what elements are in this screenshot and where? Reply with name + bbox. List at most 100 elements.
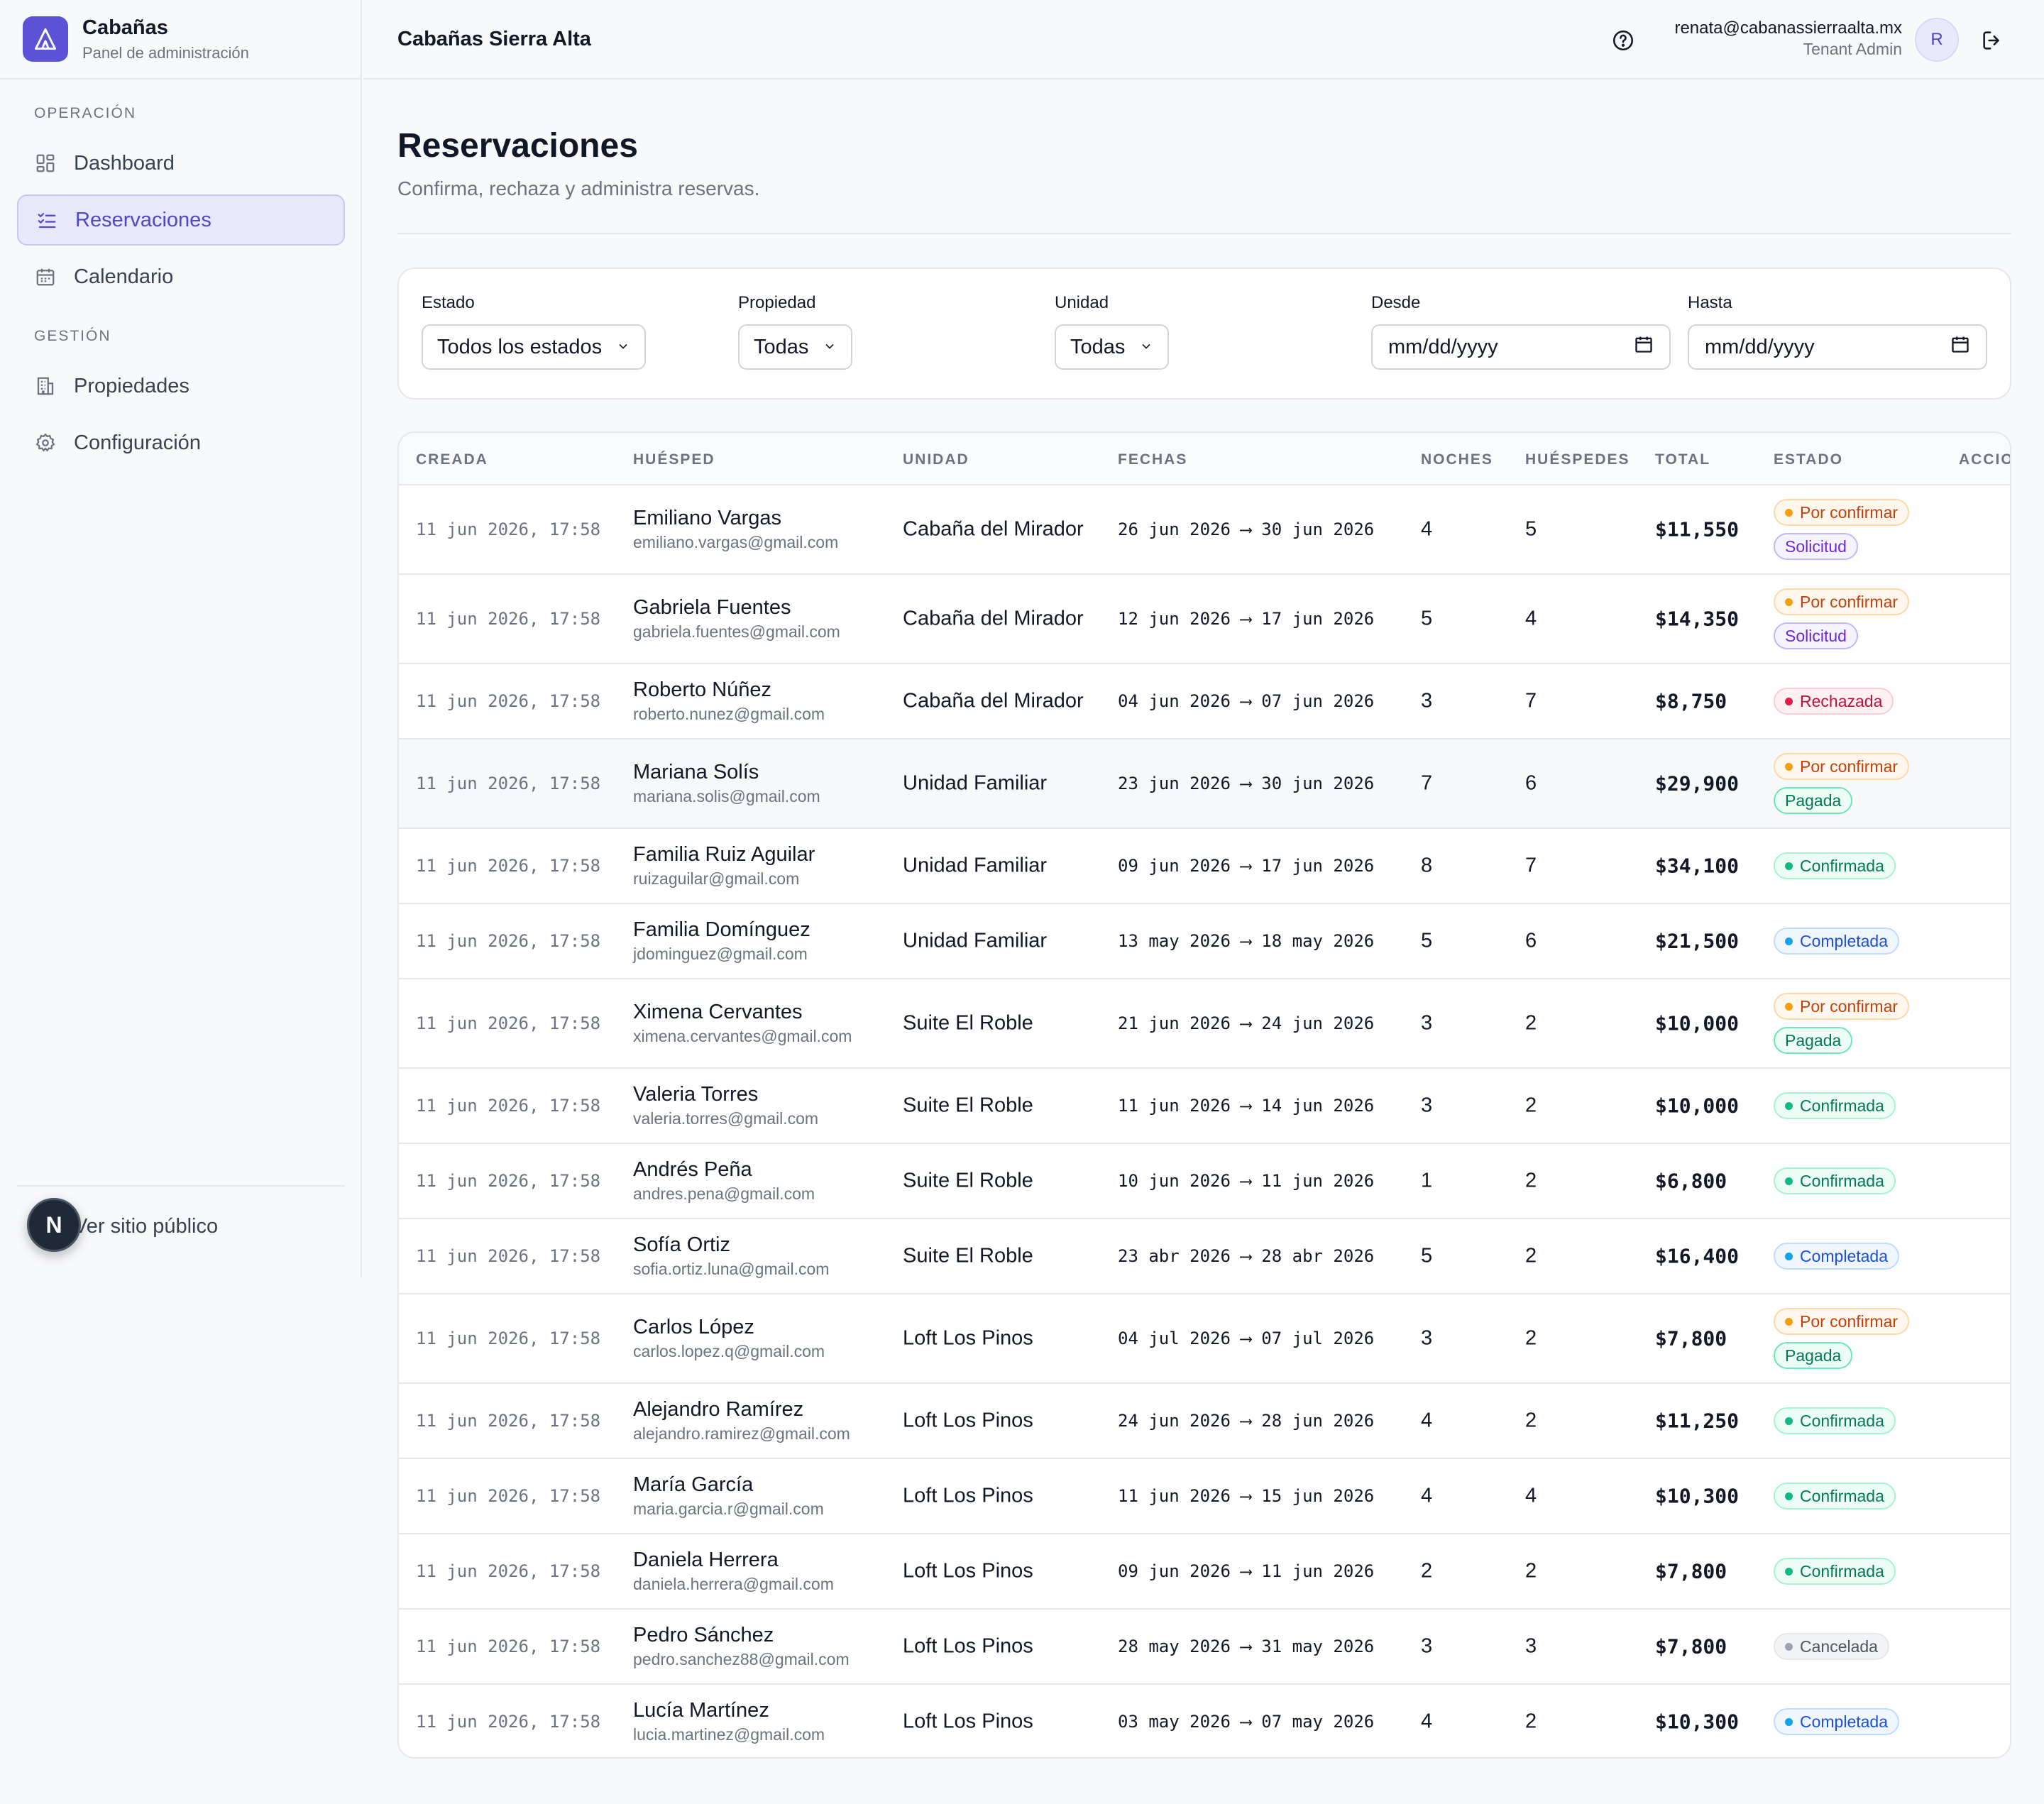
nights-count: 5 (1421, 929, 1433, 952)
table-row[interactable]: 11 jun 2026, 17:58 Sofía Ortiz sofia.ortiz… (399, 1219, 2010, 1294)
table-row[interactable]: 11 jun 2026, 17:58 Emiliano Vargas emilian… (399, 485, 2010, 575)
guests-count: 2 (1525, 1710, 1537, 1733)
unidad-select[interactable]: Todas (1055, 324, 1170, 370)
guest-cell: Pedro Sánchez pedro.sanchez88@gmail.com (633, 1624, 850, 1669)
column-header[interactable]: TOTAL (1655, 451, 1711, 468)
guest-email: mariana.solis@gmail.com (633, 787, 820, 805)
column-header[interactable]: ESTADO (1774, 451, 1843, 468)
status-cell: Completada (1774, 1243, 1900, 1270)
table-header: CREADA HUÉSPED UNIDAD FECHAS NOCHES HUÉS… (399, 433, 2010, 485)
status-badge-label: Confirmada (1800, 1171, 1884, 1190)
nights-count: 5 (1421, 607, 1433, 630)
total-amount: $7,800 (1655, 1326, 1727, 1351)
dev-tools-badge[interactable]: N (27, 1198, 81, 1252)
created-at: 11 jun 2026, 17:58 (416, 1712, 601, 1732)
table-row[interactable]: 11 jun 2026, 17:58 Gabriela Fuentes gabrie… (399, 575, 2010, 664)
created-at: 11 jun 2026, 17:58 (416, 1096, 601, 1116)
page-title: Reservaciones (397, 127, 638, 165)
status-badge: Confirmada (1774, 1483, 1896, 1509)
status-dot-icon (1785, 1717, 1793, 1726)
status-cell: Confirmada (1774, 1167, 1896, 1194)
filter-label: Unidad (1055, 293, 1109, 312)
guest-cell: María García maria.garcia.r@gmail.com (633, 1473, 824, 1519)
guest-cell: Valeria Torres valeria.torres@gmail.com (633, 1083, 818, 1128)
table-row[interactable]: 11 jun 2026, 17:58 Roberto Núñez roberto.n… (399, 664, 2010, 739)
column-header[interactable]: CREADA (416, 451, 488, 468)
nights-count: 3 (1421, 1011, 1433, 1035)
title-divider (397, 233, 2011, 234)
column-header[interactable]: NOCHES (1421, 451, 1493, 468)
column-header[interactable]: HUÉSPED (633, 451, 715, 468)
brand[interactable]: Cabañas Panel de administración (0, 0, 361, 79)
guests-count: 2 (1525, 1409, 1537, 1432)
hasta-date-input[interactable]: mm/dd/yyyy (1688, 324, 1987, 370)
created-at: 11 jun 2026, 17:58 (416, 1171, 601, 1191)
status-badge-label: Pagada (1785, 1030, 1842, 1050)
column-header[interactable]: HUÉSPEDES (1525, 451, 1630, 468)
table-row[interactable]: 11 jun 2026, 17:58 Mariana Solís mariana.s… (399, 739, 2010, 829)
unit-name: Unidad Familiar (903, 771, 1048, 795)
estado-select[interactable]: Todos los estados (422, 324, 647, 370)
stay-dates: 23 jun 2026 ⟶ 30 jun 2026 (1118, 774, 1375, 793)
propiedad-select[interactable]: Todas (738, 324, 853, 370)
created-at: 11 jun 2026, 17:58 (416, 609, 601, 629)
sidebar-item-dashboard[interactable]: Dashboard (17, 138, 345, 189)
status-dot-icon (1785, 1101, 1793, 1110)
table-row[interactable]: 11 jun 2026, 17:58 Pedro Sánchez pedro.san… (399, 1610, 2010, 1685)
date-placeholder: mm/dd/yyyy (1705, 335, 1815, 358)
stay-dates: 12 jun 2026 ⟶ 17 jun 2026 (1118, 609, 1375, 629)
table-row[interactable]: 11 jun 2026, 17:58 Lucía Martínez lucia.ma… (399, 1685, 2010, 1757)
status-badge: Pagada (1774, 1027, 1853, 1054)
table-row[interactable]: 11 jun 2026, 17:58 Alejandro Ramírez aleja… (399, 1384, 2010, 1459)
stay-dates: 24 jun 2026 ⟶ 28 jun 2026 (1118, 1411, 1375, 1431)
calendar-icon[interactable] (1950, 334, 1970, 360)
total-amount: $10,000 (1655, 1011, 1740, 1035)
stay-dates: 09 jun 2026 ⟶ 17 jun 2026 (1118, 856, 1375, 876)
stay-dates: 04 jun 2026 ⟶ 07 jun 2026 (1118, 691, 1375, 711)
table-row[interactable]: 11 jun 2026, 17:58 Ximena Cervantes ximena… (399, 979, 2010, 1069)
total-amount: $6,800 (1655, 1169, 1727, 1193)
stay-dates: 03 may 2026 ⟶ 07 may 2026 (1118, 1712, 1375, 1732)
table-row[interactable]: 11 jun 2026, 17:58 Andrés Peña andres.pena… (399, 1144, 2010, 1219)
column-header[interactable]: UNIDAD (903, 451, 969, 468)
table-row[interactable]: 11 jun 2026, 17:58 Daniela Herrera daniela… (399, 1534, 2010, 1610)
public-site-link[interactable]: Ver sitio público (74, 1215, 219, 1238)
sidebar-item-calendario[interactable]: Calendario (17, 251, 345, 302)
brand-title: Cabañas (82, 16, 168, 39)
guests-count: 7 (1525, 854, 1537, 877)
status-badge-label: Confirmada (1800, 1411, 1884, 1430)
status-badge-label: Solicitud (1785, 626, 1847, 645)
created-at: 11 jun 2026, 17:58 (416, 691, 601, 711)
help-icon[interactable] (1611, 28, 1635, 56)
status-badge: Por confirmar (1774, 588, 1910, 615)
column-header[interactable]: FECHAS (1118, 451, 1188, 468)
avatar[interactable]: R (1915, 18, 1959, 62)
nav-section-gestion: GESTIÓN (34, 328, 111, 344)
guest-name: Valeria Torres (633, 1083, 759, 1106)
column-header[interactable]: ACCIO (1959, 451, 2011, 468)
nights-count: 4 (1421, 1484, 1433, 1507)
filters-panel: Estado Todos los estados Propiedad Todas… (397, 268, 2011, 400)
table-row[interactable]: 11 jun 2026, 17:58 María García maria.garc… (399, 1459, 2010, 1534)
table-row[interactable]: 11 jun 2026, 17:58 Familia Domínguez jdomi… (399, 904, 2010, 979)
sidebar-item-reservaciones[interactable]: Reservaciones (17, 194, 345, 246)
sidebar-item-configuracion[interactable]: Configuración (17, 417, 345, 468)
guest-email: gabriela.fuentes@gmail.com (633, 622, 840, 641)
table-row[interactable]: 11 jun 2026, 17:58 Familia Ruiz Aguilar ru… (399, 829, 2010, 904)
tent-logo-icon (23, 16, 68, 62)
sidebar-item-propiedades[interactable]: Propiedades (17, 361, 345, 412)
chevron-down-icon (616, 336, 630, 359)
total-amount: $10,000 (1655, 1094, 1740, 1118)
stay-dates: 28 may 2026 ⟶ 31 may 2026 (1118, 1637, 1375, 1656)
status-badge: Confirmada (1774, 1092, 1896, 1119)
table-row[interactable]: 11 jun 2026, 17:58 Carlos López carlos.lop… (399, 1294, 2010, 1384)
status-cell: Por confirmar Pagada (1774, 993, 1910, 1054)
user-email: renata@cabanassierraalta.mx (1674, 18, 1902, 38)
logout-icon[interactable] (1980, 28, 2004, 56)
desde-date-input[interactable]: mm/dd/yyyy (1371, 324, 1671, 370)
table-row[interactable]: 11 jun 2026, 17:58 Valeria Torres valeria.… (399, 1069, 2010, 1144)
filter-estado: Estado Todos los estados (422, 293, 647, 370)
calendar-icon[interactable] (1634, 334, 1654, 360)
guest-name: Alejandro Ramírez (633, 1398, 804, 1421)
status-dot-icon (1785, 1492, 1793, 1500)
